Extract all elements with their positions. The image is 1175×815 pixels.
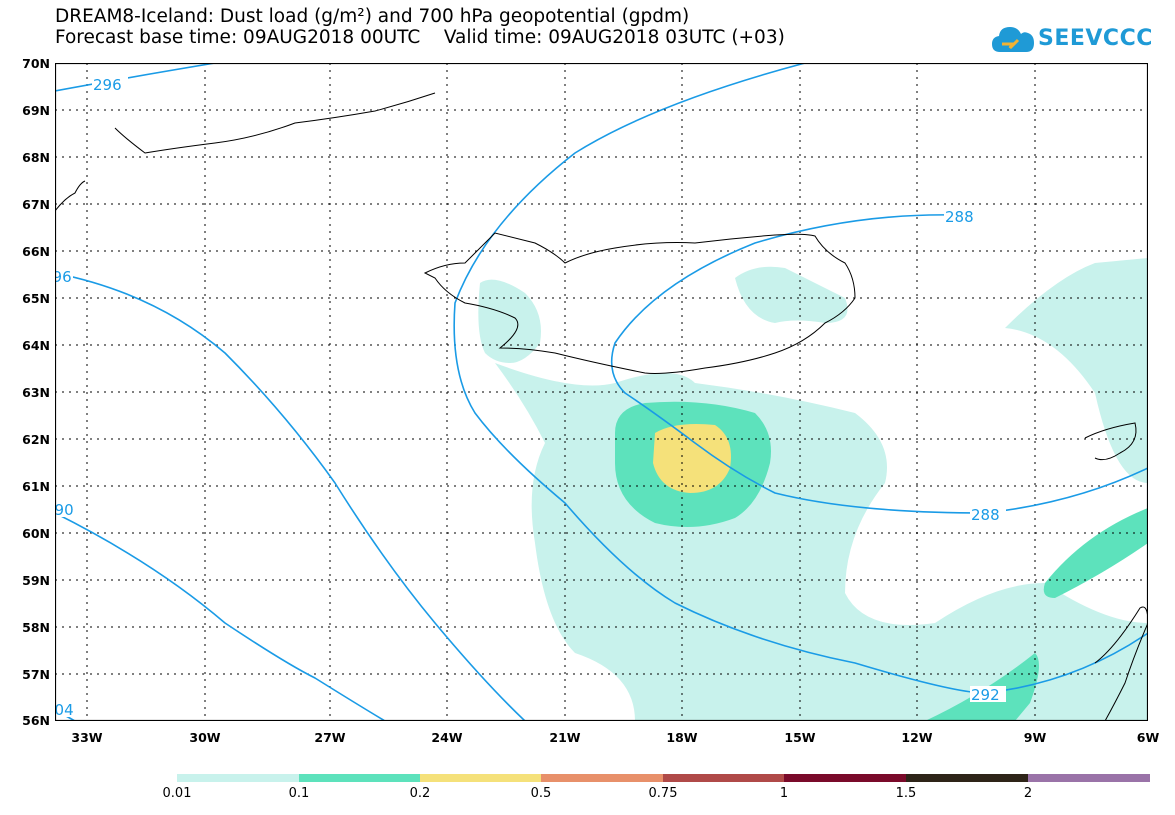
lat-label-67N: 67N	[22, 197, 50, 212]
lat-label-60N: 60N	[22, 526, 50, 541]
colorbar-label-5: 1	[779, 786, 789, 801]
colorbar-label-6: 1.5	[895, 786, 917, 801]
colorbar-swatch-0	[177, 774, 299, 782]
lon-label-9W: 9W	[1023, 730, 1047, 745]
colorbar-swatch-3	[541, 774, 663, 782]
lat-label-56N: 56N	[22, 713, 50, 728]
colorbar-swatch-5	[784, 774, 906, 782]
lat-label-59N: 59N	[22, 573, 50, 588]
lon-label-15W: 15W	[784, 730, 816, 745]
contour-label-304: 304	[55, 701, 74, 719]
lon-label-24W: 24W	[431, 730, 463, 745]
lat-label-57N: 57N	[22, 667, 50, 682]
colorbar-swatch-4	[663, 774, 784, 782]
title-line-1: DREAM8-Iceland: Dust load (g/m²) and 700…	[55, 6, 690, 27]
lat-label-63N: 63N	[22, 385, 50, 400]
lon-label-27W: 27W	[314, 730, 346, 745]
lon-label-12W: 12W	[901, 730, 933, 745]
map-border	[55, 63, 1148, 721]
lat-label-66N: 66N	[22, 244, 50, 259]
lon-label-6W: 6W	[1136, 730, 1160, 745]
lat-label-70N: 70N	[22, 56, 50, 71]
lon-label-18W: 18W	[666, 730, 698, 745]
lat-label-62N: 62N	[22, 432, 50, 447]
lon-label-33W: 33W	[71, 730, 103, 745]
logo-text: SEEVCCC	[1038, 26, 1153, 51]
graticule	[55, 63, 1148, 721]
colorbar-swatch-1	[299, 774, 420, 782]
lat-label-64N: 64N	[22, 338, 50, 353]
map-canvas: 296 296 288 288 290 292 304	[55, 63, 1148, 721]
contour-labels: 296 296 288 288 290 292 304	[55, 76, 1006, 719]
contour-label-296a: 296	[93, 76, 122, 94]
colorbar-swatch-2	[420, 774, 541, 782]
lat-label-69N: 69N	[22, 103, 50, 118]
colorbar-label-4: 0.75	[648, 786, 678, 801]
colorbar-label-3: 0.5	[530, 786, 552, 801]
dust-shading-0.2	[653, 424, 731, 493]
seevccc-logo: SEEVCCC	[990, 20, 1153, 60]
coastlines	[55, 92, 1148, 721]
contour-label-288a: 288	[945, 208, 974, 226]
colorbar-label-2: 0.2	[409, 786, 431, 801]
lat-label-68N: 68N	[22, 150, 50, 165]
dust-shading-0.01	[478, 258, 1148, 721]
map-title: DREAM8-Iceland: Dust load (g/m²) and 700…	[55, 6, 785, 48]
lon-label-21W: 21W	[549, 730, 581, 745]
colorbar-swatch-7	[1028, 774, 1150, 782]
colorbar-swatch-6	[906, 774, 1028, 782]
lon-label-30W: 30W	[189, 730, 221, 745]
lat-label-61N: 61N	[22, 479, 50, 494]
cloud-logo-icon	[992, 27, 1034, 52]
colorbar-label-7: 2	[1023, 786, 1033, 801]
lat-label-65N: 65N	[22, 291, 50, 306]
title-line-2: Forecast base time: 09AUG2018 00UTC Vali…	[55, 27, 785, 48]
lat-label-58N: 58N	[22, 620, 50, 635]
contour-label-296b: 296	[55, 268, 72, 286]
contour-label-292: 292	[971, 686, 1000, 704]
contour-label-288b: 288	[971, 506, 1000, 524]
colorbar-label-0: 0.01	[162, 786, 192, 801]
contour-label-290: 290	[55, 501, 74, 519]
colorbar-label-1: 0.1	[288, 786, 310, 801]
